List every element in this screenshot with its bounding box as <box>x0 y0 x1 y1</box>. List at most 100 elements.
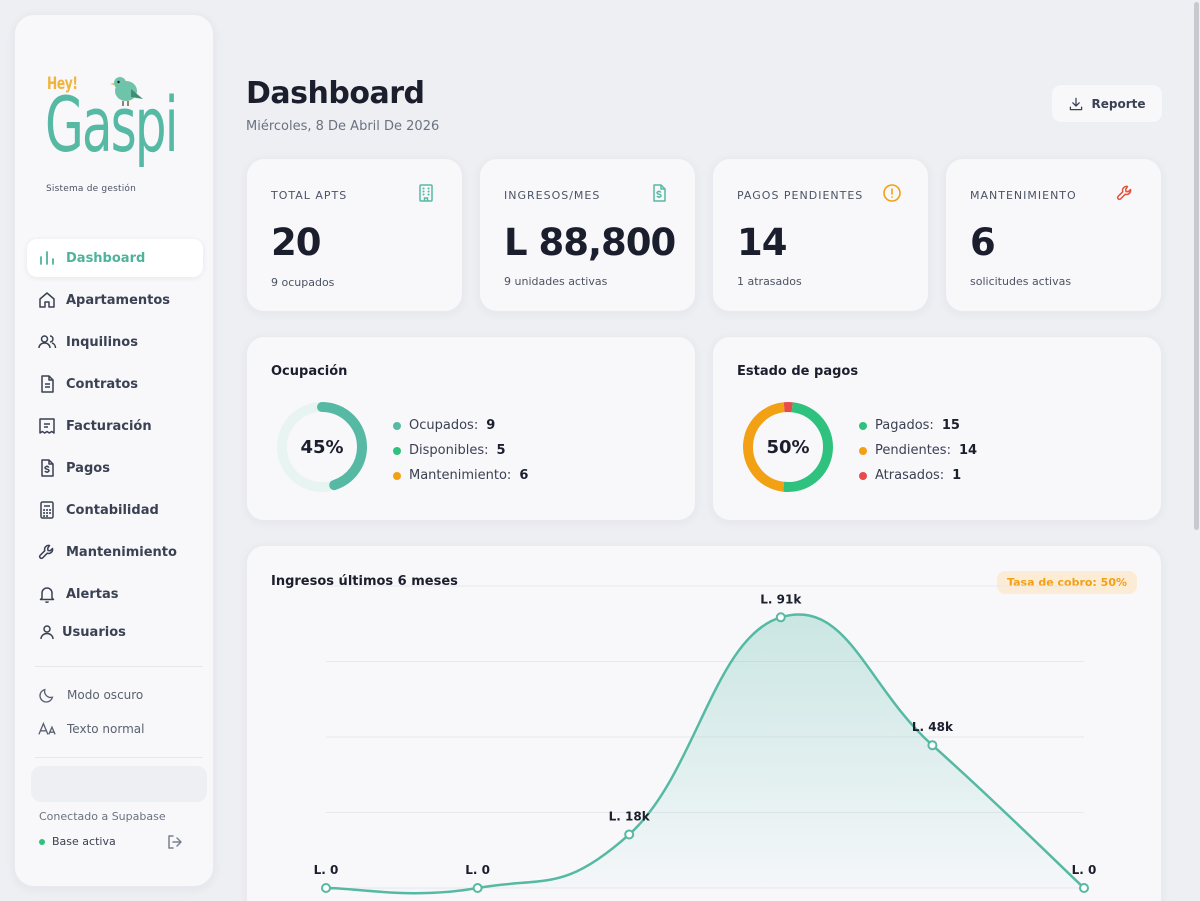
connection-status: Conectado a Supabase <box>39 810 166 823</box>
sidebar-item-contabilidad[interactable]: Contabilidad <box>27 491 203 529</box>
sidebar: Hey! Gaspi Sistema de gestión Dashboard … <box>14 14 214 887</box>
text-size-icon <box>37 719 57 739</box>
dark-mode-toggle[interactable]: Modo oscuro <box>37 685 143 705</box>
sidebar-item-label: Contratos <box>66 376 139 392</box>
data-label: L. 18k <box>609 809 651 823</box>
file-text-icon <box>37 374 57 394</box>
download-icon <box>1070 97 1083 110</box>
report-button[interactable]: Reporte <box>1051 84 1163 123</box>
logo-hey-text: Hey! <box>47 74 78 94</box>
legend-swatch <box>859 446 867 455</box>
occupancy-card: Ocupación 45% Ocupados: 9 Disponibles: 5 M… <box>246 336 696 521</box>
page-date: Miércoles, 8 De Abril De 2026 <box>246 119 440 134</box>
legend-value: 1 <box>952 468 962 483</box>
legend-value: 15 <box>941 418 960 433</box>
db-status: Base activa <box>39 835 116 848</box>
stat-sub: 1 atrasados <box>737 275 802 288</box>
calculator-icon <box>37 500 57 520</box>
file-dollar-icon <box>653 184 666 202</box>
stat-value: 20 <box>271 221 321 264</box>
payments-slice <box>743 402 833 492</box>
stat-sub: 9 unidades activas <box>504 275 608 288</box>
brand-logo[interactable]: Hey! Gaspi Sistema de gestión <box>45 73 195 203</box>
stat-sub: solicitudes activas <box>970 275 1072 288</box>
sidebar-item-alertas[interactable]: Alertas <box>27 575 203 613</box>
occupancy-legend: Ocupados: 9 Disponibles: 5 Mantenimiento: 6 <box>393 413 528 488</box>
sidebar-divider <box>35 757 203 758</box>
legend-value: 5 <box>496 443 506 458</box>
sidebar-item-label: Mantenimiento <box>66 544 177 560</box>
payments-card: Estado de pagos 50% Pagados: 15 Pendiente… <box>712 336 1162 521</box>
legend-label: Atrasados: <box>875 468 945 483</box>
sidebar-item-mantenimiento[interactable]: Mantenimiento <box>27 533 203 571</box>
legend-item: Atrasados: 1 <box>859 463 977 488</box>
logo-tagline: Sistema de gestión <box>46 184 137 194</box>
sidebar-item-label: Usuarios <box>62 624 126 640</box>
data-point[interactable] <box>1079 883 1089 893</box>
stat-value: 6 <box>970 221 996 264</box>
bird-icon <box>110 77 143 106</box>
data-point[interactable] <box>624 829 635 840</box>
data-label: L. 91k <box>760 592 802 606</box>
sidebar-item-dashboard[interactable]: Dashboard <box>27 239 203 277</box>
revenue-chart: L. 0 L. 0 L. 18k L. 91k L. 48k L. 0 <box>314 585 1097 895</box>
payments-slice <box>743 402 833 492</box>
data-point[interactable] <box>927 740 938 751</box>
revenue-area <box>326 614 1084 894</box>
collection-rate-badge: Tasa de cobro: 50% <box>997 571 1137 594</box>
stat-card-total-apts: TOTAL APTS 20 9 ocupados <box>246 158 463 312</box>
sidebar-item-contratos[interactable]: Contratos <box>27 365 203 403</box>
data-label: L. 0 <box>1072 863 1097 877</box>
scrollbar-thumb[interactable] <box>1194 2 1199 530</box>
file-dollar-icon <box>37 458 57 478</box>
legend-label: Disponibles: <box>409 443 489 458</box>
logout-icon[interactable] <box>165 832 185 852</box>
revenue-chart-card: Ingresos últimos 6 meses Tasa de cobro: … <box>246 545 1162 901</box>
data-point[interactable] <box>472 883 483 893</box>
payments-legend: Pagados: 15 Pendientes: 14 Atrasados: 1 <box>859 413 977 488</box>
legend-label: Ocupados: <box>409 418 479 433</box>
legend-label: Pagados: <box>875 418 934 433</box>
sidebar-divider <box>35 666 203 667</box>
sidebar-item-usuarios[interactable]: Usuarios <box>27 613 203 651</box>
data-point[interactable] <box>775 612 786 623</box>
stat-card-pagos-pendientes: PAGOS PENDIENTES 14 1 atrasados <box>712 158 929 312</box>
stat-sub: 9 ocupados <box>271 276 335 289</box>
alert-circle-icon <box>883 184 901 202</box>
data-label: L. 0 <box>465 863 490 877</box>
home-icon <box>37 290 57 310</box>
status-panel <box>31 766 207 802</box>
sidebar-item-facturacion[interactable]: Facturación <box>27 407 203 445</box>
payments-donut: 50% <box>743 402 833 492</box>
stat-label: PAGOS PENDIENTES <box>737 189 864 202</box>
status-dot <box>39 838 45 845</box>
logo-name: Gaspi <box>45 80 179 169</box>
legend-item: Disponibles: 5 <box>393 438 528 463</box>
stat-card-ingresos: INGRESOS/MES L 88,800 9 unidades activas <box>479 158 696 312</box>
page-scrollbar[interactable] <box>1192 0 1200 901</box>
db-status-label: Base activa <box>52 835 116 848</box>
stat-value: L 88,800 <box>504 221 676 264</box>
legend-swatch <box>393 421 401 430</box>
sidebar-item-label: Inquilinos <box>66 334 138 350</box>
user-icon <box>37 622 57 642</box>
sidebar-item-pagos[interactable]: Pagos <box>27 449 203 487</box>
users-icon <box>37 332 57 352</box>
data-label: L. 0 <box>314 863 339 877</box>
legend-value: 9 <box>486 418 496 433</box>
sidebar-item-apartamentos[interactable]: Apartamentos <box>27 281 203 319</box>
data-point[interactable] <box>321 883 331 893</box>
donut-center-label: 45% <box>300 437 343 458</box>
text-size-toggle[interactable]: Texto normal <box>37 719 144 739</box>
stat-label: TOTAL APTS <box>271 189 348 202</box>
sidebar-item-label: Facturación <box>66 418 152 434</box>
sidebar-item-inquilinos[interactable]: Inquilinos <box>27 323 203 361</box>
legend-swatch <box>393 446 401 455</box>
report-button-label: Reporte <box>1091 96 1146 111</box>
legend-swatch <box>859 421 867 430</box>
moon-icon <box>37 685 57 705</box>
sidebar-item-label: Alertas <box>66 586 119 602</box>
card-title: Ocupación <box>271 364 348 379</box>
stat-value: 14 <box>737 221 787 264</box>
chart-title: Ingresos últimos 6 meses <box>271 574 458 589</box>
